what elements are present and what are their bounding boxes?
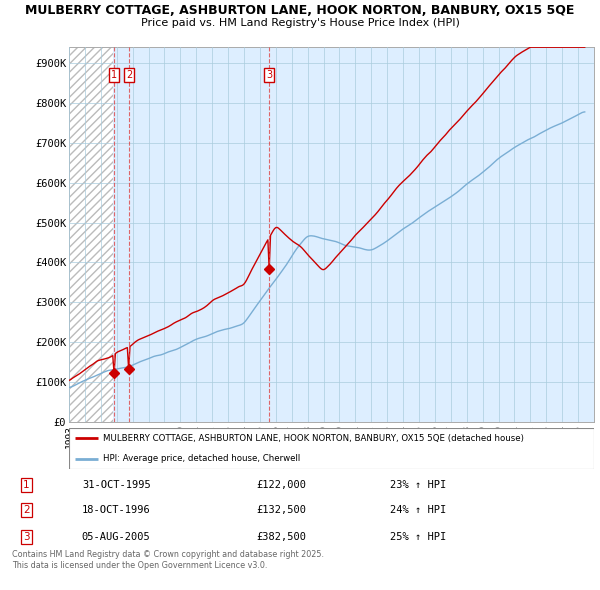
Text: £122,000: £122,000 [256, 480, 307, 490]
Text: 18-OCT-1996: 18-OCT-1996 [82, 506, 151, 515]
Text: 2: 2 [23, 506, 30, 515]
Text: Contains HM Land Registry data © Crown copyright and database right 2025.: Contains HM Land Registry data © Crown c… [12, 550, 324, 559]
Text: 1: 1 [111, 70, 117, 80]
Text: 23% ↑ HPI: 23% ↑ HPI [391, 480, 446, 490]
Text: 2: 2 [126, 70, 133, 80]
Text: HPI: Average price, detached house, Cherwell: HPI: Average price, detached house, Cher… [103, 454, 301, 463]
Text: 31-OCT-1995: 31-OCT-1995 [82, 480, 151, 490]
Text: £132,500: £132,500 [256, 506, 307, 515]
Text: £382,500: £382,500 [256, 532, 307, 542]
Text: 25% ↑ HPI: 25% ↑ HPI [391, 532, 446, 542]
Text: MULBERRY COTTAGE, ASHBURTON LANE, HOOK NORTON, BANBURY, OX15 5QE (detached house: MULBERRY COTTAGE, ASHBURTON LANE, HOOK N… [103, 434, 524, 442]
Text: MULBERRY COTTAGE, ASHBURTON LANE, HOOK NORTON, BANBURY, OX15 5QE: MULBERRY COTTAGE, ASHBURTON LANE, HOOK N… [25, 4, 575, 17]
Text: Price paid vs. HM Land Registry's House Price Index (HPI): Price paid vs. HM Land Registry's House … [140, 18, 460, 28]
Text: 05-AUG-2005: 05-AUG-2005 [82, 532, 151, 542]
Text: 24% ↑ HPI: 24% ↑ HPI [391, 506, 446, 515]
Text: 1: 1 [23, 480, 30, 490]
Text: This data is licensed under the Open Government Licence v3.0.: This data is licensed under the Open Gov… [12, 560, 268, 569]
Text: 3: 3 [266, 70, 272, 80]
Text: 3: 3 [23, 532, 30, 542]
